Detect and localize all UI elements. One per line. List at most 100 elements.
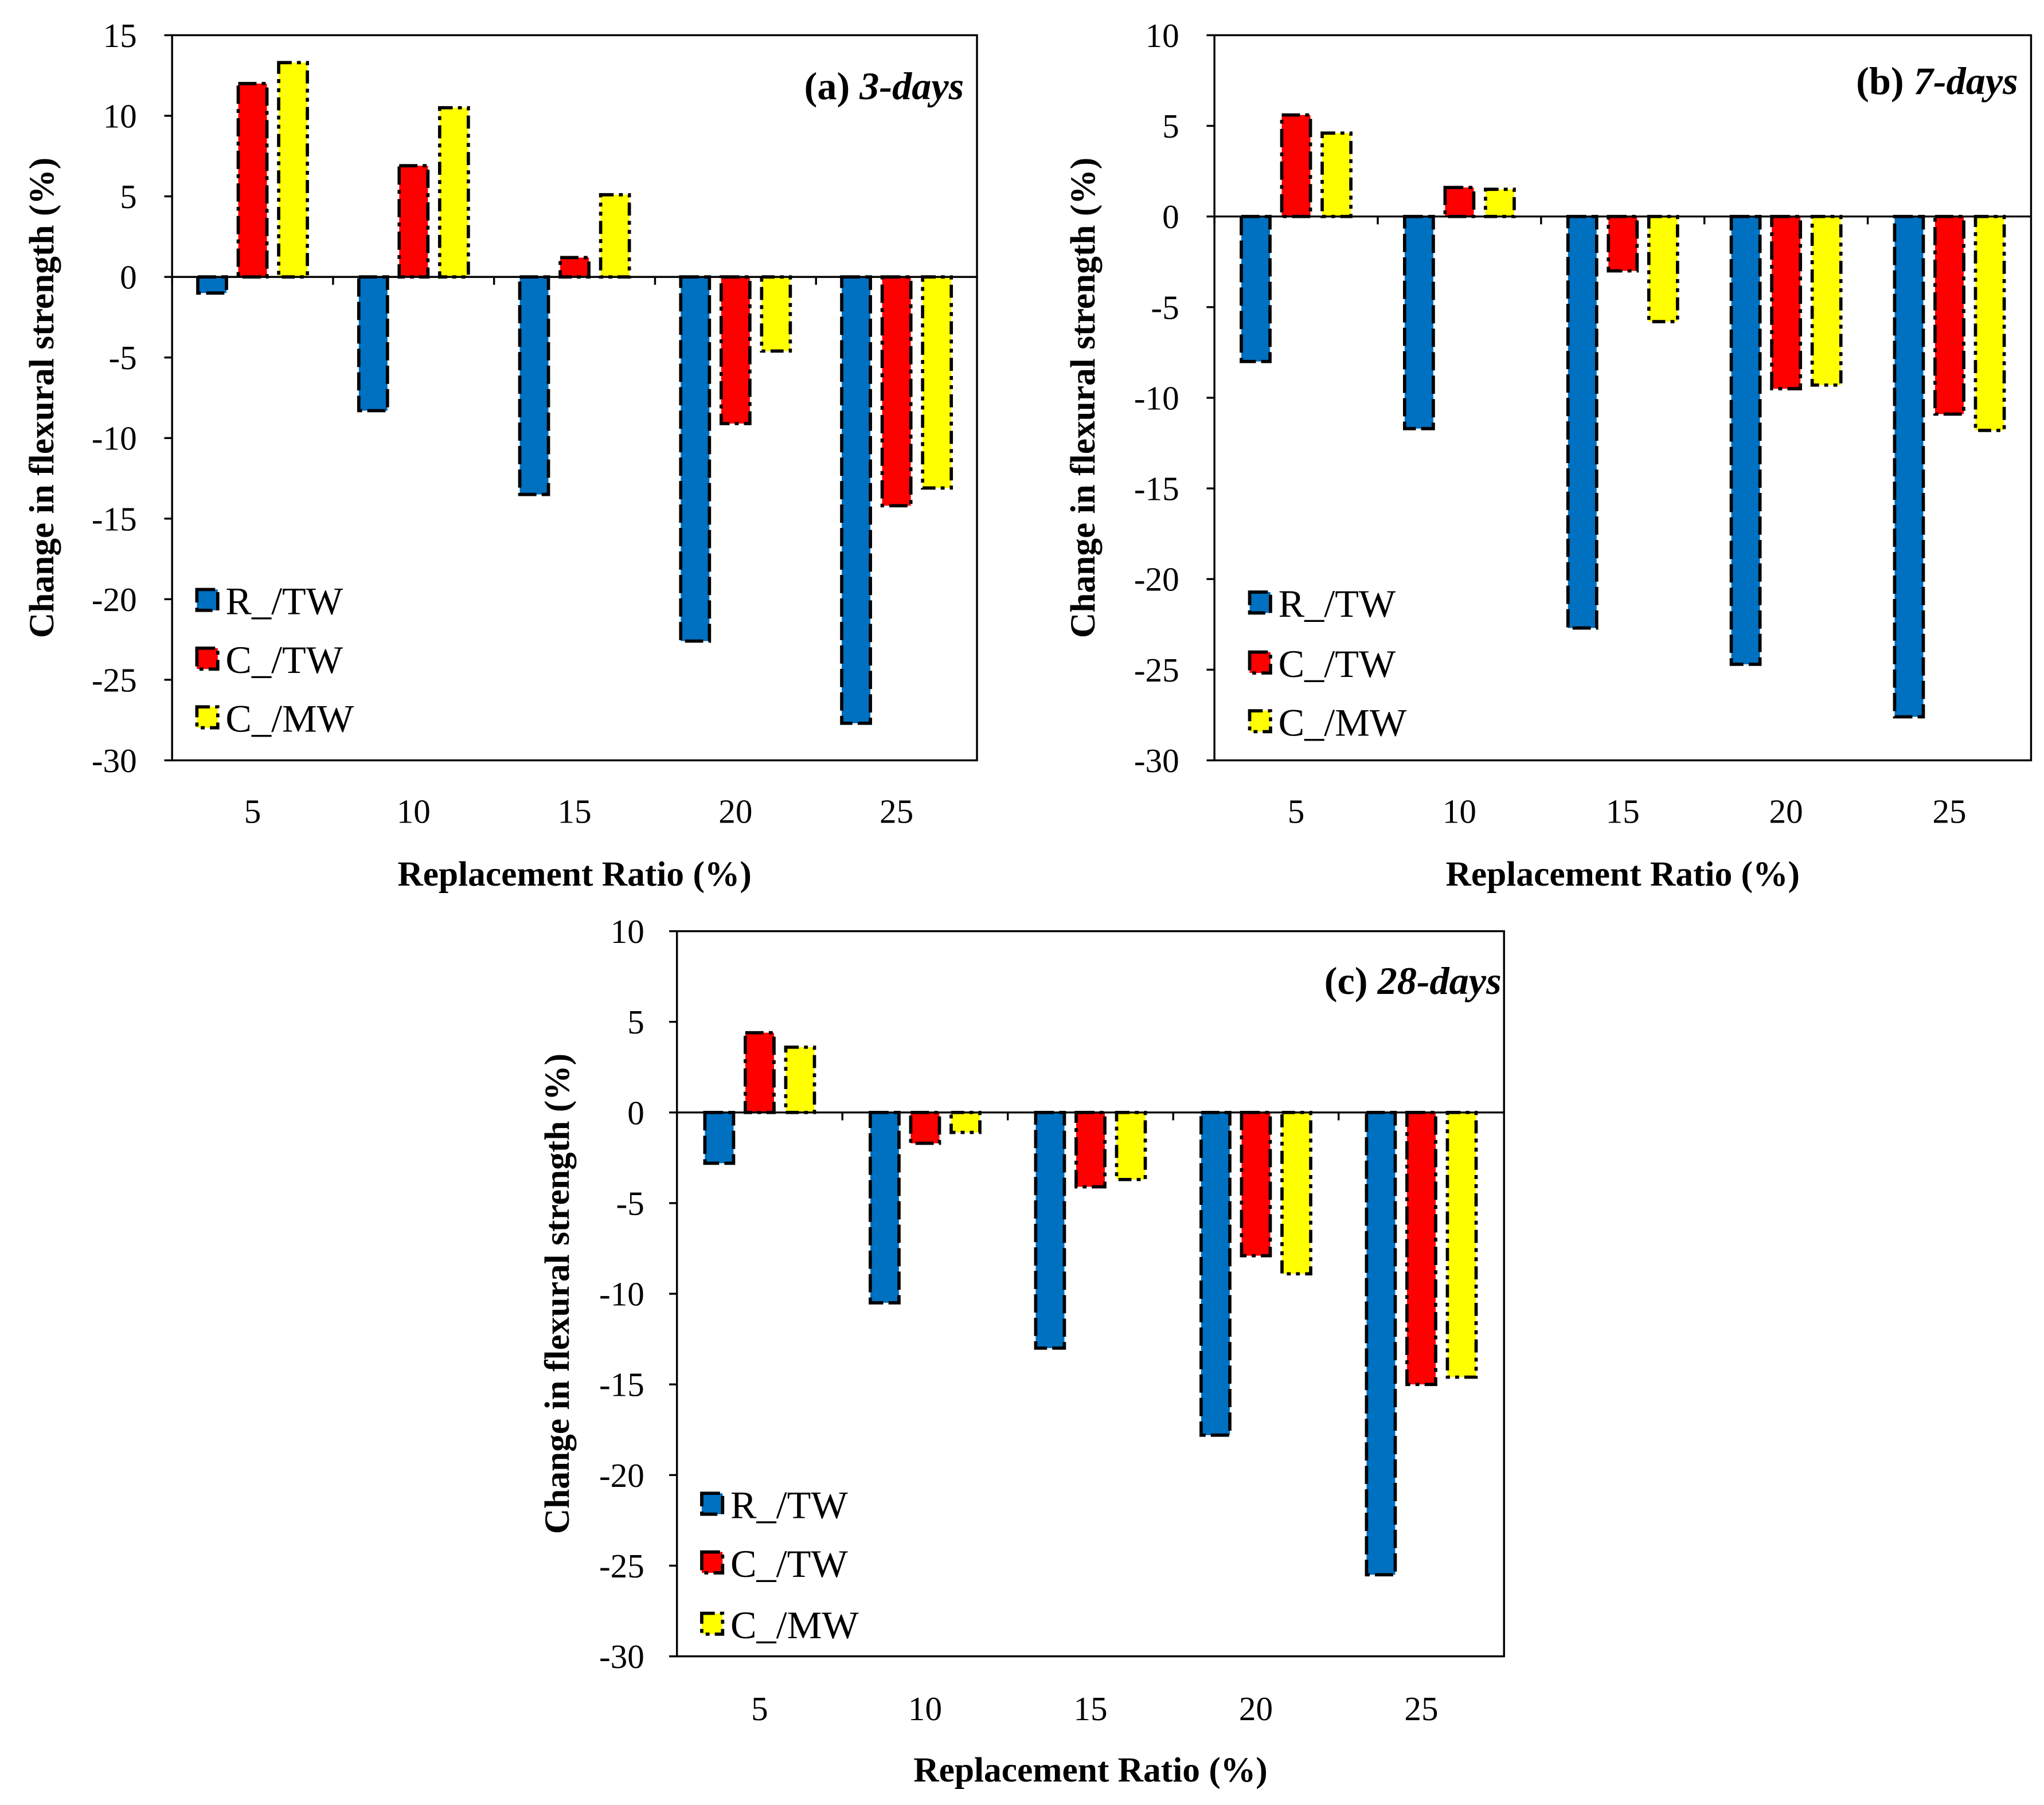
bar-rtw-25 — [1893, 214, 1925, 719]
legend-swatch — [195, 705, 220, 730]
y-tick-label: 5 — [1162, 107, 1179, 145]
plot-frame — [171, 34, 978, 762]
bar-rtw-25 — [1365, 1110, 1397, 1577]
bar-rtw-20 — [1729, 214, 1762, 666]
bar-cmw-5 — [784, 1046, 816, 1114]
bar-ctw-25 — [880, 275, 913, 508]
panel-age: 7-days — [1914, 59, 2018, 103]
y-tick-label: -10 — [1134, 379, 1179, 417]
y-tick-label: -30 — [1134, 742, 1179, 780]
bar-rtw-5 — [1240, 214, 1272, 363]
bar-cmw-25 — [1445, 1110, 1478, 1379]
bar-ctw-15 — [1607, 214, 1639, 273]
bar-ctw-20 — [1240, 1110, 1272, 1258]
bar-ctw-5 — [744, 1031, 776, 1114]
x-tick-label: 15 — [558, 793, 592, 831]
bar-cmw-20 — [1810, 214, 1843, 387]
legend-swatch — [1248, 650, 1272, 675]
panel-label: (b) — [1856, 59, 1913, 103]
x-axis-title: Replacement Ratio (%) — [397, 855, 751, 894]
bar-ctw-10 — [397, 164, 430, 279]
bar-cmw-15 — [599, 193, 631, 279]
x-axis-title: Replacement Ratio (%) — [1446, 855, 1800, 894]
x-tick-label: 15 — [1073, 1690, 1107, 1728]
legend-swatch — [195, 646, 220, 671]
panel-title: (a) 3-days — [804, 64, 964, 108]
panel-title: (b) 7-days — [1856, 59, 2018, 103]
y-tick-label: 15 — [103, 17, 137, 54]
bar-ctw-15 — [558, 256, 591, 279]
y-tick-label: -5 — [1151, 288, 1179, 326]
y-tick-label: 5 — [120, 178, 137, 216]
panel-label: (a) — [804, 64, 860, 108]
legend-label: R_/TW — [730, 1483, 848, 1526]
y-tick-label: -10 — [599, 1275, 644, 1313]
x-tick-label: 25 — [1932, 793, 1966, 831]
y-tick-label: 0 — [1162, 198, 1179, 236]
bar-cmw-25 — [921, 275, 953, 490]
legend-label: C_/TW — [1279, 642, 1396, 686]
x-axis-title: Replacement Ratio (%) — [913, 1751, 1267, 1790]
chart-panel-a: 15 10 5 0 -5 -10 -15 -20 -25 -30 5 10 15 20 25 Replacem… — [22, 17, 978, 894]
bar-rtw-10 — [357, 275, 389, 413]
legend-label: R_/TW — [1279, 582, 1396, 625]
x-tick-label: 25 — [1404, 1690, 1438, 1728]
bar-rtw-10 — [869, 1110, 901, 1305]
bar-cmw-20 — [1280, 1110, 1312, 1276]
y-tick-label: -15 — [1134, 470, 1179, 508]
y-tick-label: -20 — [92, 581, 137, 618]
bar-ctw-5 — [236, 81, 269, 279]
legend-label: C_/MW — [1279, 700, 1407, 744]
legend-label: R_/TW — [225, 580, 343, 623]
y-tick-label: 0 — [120, 259, 137, 296]
x-tick-label: 25 — [880, 793, 913, 831]
x-tick-label: 5 — [1288, 793, 1305, 831]
bar-cmw-10 — [949, 1110, 982, 1134]
bar-cmw-20 — [760, 275, 792, 353]
y-tick-label: -5 — [108, 339, 136, 377]
legend-label: C_/MW — [730, 1603, 859, 1647]
bar-rtw-20 — [1199, 1110, 1232, 1437]
bar-ctw-5 — [1280, 113, 1312, 218]
legend-swatch — [1248, 709, 1272, 734]
bar-cmw-5 — [277, 61, 309, 279]
y-tick-label: -5 — [616, 1184, 644, 1222]
bar-rtw-15 — [1566, 214, 1599, 630]
y-tick-label: -20 — [599, 1456, 644, 1494]
bar-ctw-10 — [1443, 186, 1476, 218]
chart-panel-c: 10 5 0 -5 -10 -15 -20 -25 -30 5 10 15 20 25 Replacemen… — [538, 913, 1505, 1790]
legend-swatch — [1248, 590, 1272, 615]
y-axis-title: Change in flexural strength (%) — [22, 158, 61, 638]
bar-cmw-10 — [1484, 187, 1516, 218]
bar-cmw-25 — [1973, 214, 2006, 432]
panel-title: (c) 28-days — [1324, 959, 1502, 1003]
x-tick-label: 10 — [908, 1690, 942, 1728]
x-tick-label: 5 — [751, 1690, 768, 1728]
y-tick-label: 10 — [1146, 17, 1179, 54]
x-tick-label: 20 — [1769, 793, 1803, 831]
panel-age: 3-days — [859, 64, 964, 108]
x-tick-label: 10 — [397, 793, 431, 831]
plot-frame — [1213, 34, 2033, 762]
y-tick-label: -25 — [1134, 651, 1179, 689]
bar-rtw-15 — [518, 275, 550, 496]
bar-ctw-15 — [1074, 1110, 1107, 1189]
y-tick-label: 5 — [627, 1003, 644, 1041]
y-tick-label: 10 — [611, 913, 644, 950]
x-tick-label: 20 — [1239, 1690, 1273, 1728]
bar-cmw-15 — [1647, 214, 1679, 323]
bar-rtw-5 — [703, 1110, 736, 1165]
legend-swatch — [700, 1491, 725, 1516]
legend-swatch — [195, 588, 220, 612]
legend-swatch — [700, 1611, 725, 1636]
y-tick-label: -10 — [92, 420, 137, 457]
y-tick-label: 0 — [627, 1094, 644, 1131]
x-tick-label: 5 — [244, 793, 261, 831]
y-tick-label: -15 — [599, 1366, 644, 1404]
bar-ctw-25 — [1933, 214, 1965, 416]
bar-rtw-25 — [840, 275, 872, 725]
bar-rtw-5 — [196, 275, 228, 295]
y-tick-label: -25 — [92, 661, 137, 699]
legend-swatch — [700, 1550, 725, 1575]
